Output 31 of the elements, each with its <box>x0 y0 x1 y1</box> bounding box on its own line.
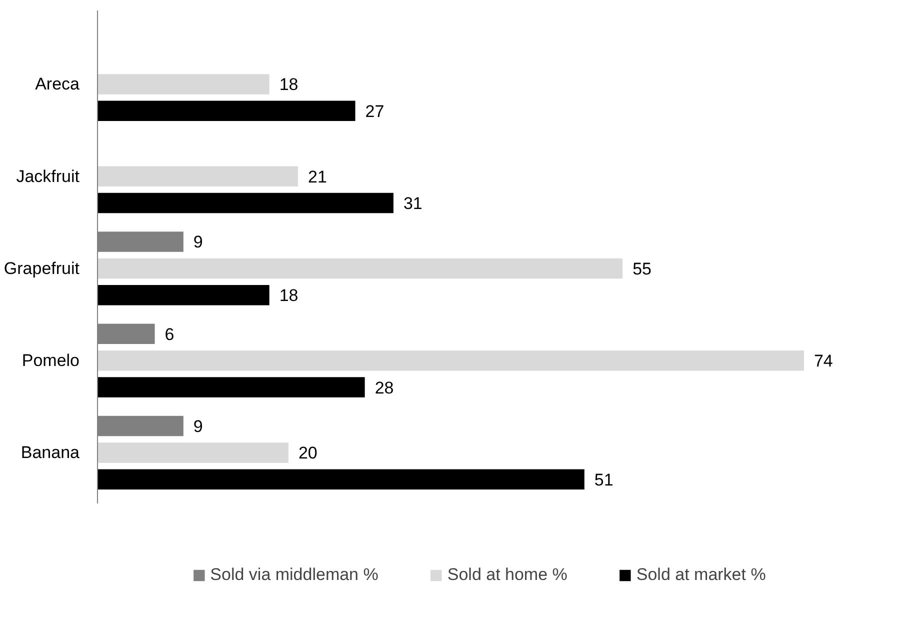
bar <box>98 258 623 279</box>
data-label: 20 <box>298 444 318 463</box>
y-tick-label: Jackfruit <box>16 166 80 186</box>
data-label: 74 <box>814 352 833 371</box>
y-tick-label: Banana <box>20 443 80 462</box>
data-label: 55 <box>632 259 652 278</box>
data-label: 51 <box>594 470 614 490</box>
bar <box>98 377 365 398</box>
data-label: 18 <box>279 75 298 94</box>
bar <box>98 192 394 214</box>
y-tick-label: Pomelo <box>22 351 80 370</box>
data-label: 21 <box>308 167 327 186</box>
legend-label: Sold at home % <box>447 565 568 585</box>
legend-label: Sold at market % <box>636 565 766 585</box>
bar <box>98 100 356 122</box>
data-label: 6 <box>164 324 174 344</box>
y-tick-label: Areca <box>35 74 80 94</box>
data-label: 9 <box>193 416 203 436</box>
bar <box>98 285 270 306</box>
bar <box>98 350 804 371</box>
data-label: 18 <box>279 286 298 306</box>
y-tick-label: Grapefruit <box>4 258 80 278</box>
data-label: 9 <box>193 232 203 252</box>
data-label: 28 <box>374 378 394 398</box>
data-label: 27 <box>365 102 384 121</box>
bar <box>98 442 288 463</box>
bar <box>98 469 584 490</box>
bar <box>98 74 270 94</box>
legend-label: Sold via middleman % <box>210 565 378 585</box>
bar <box>98 166 298 186</box>
data-label: 31 <box>403 194 422 214</box>
